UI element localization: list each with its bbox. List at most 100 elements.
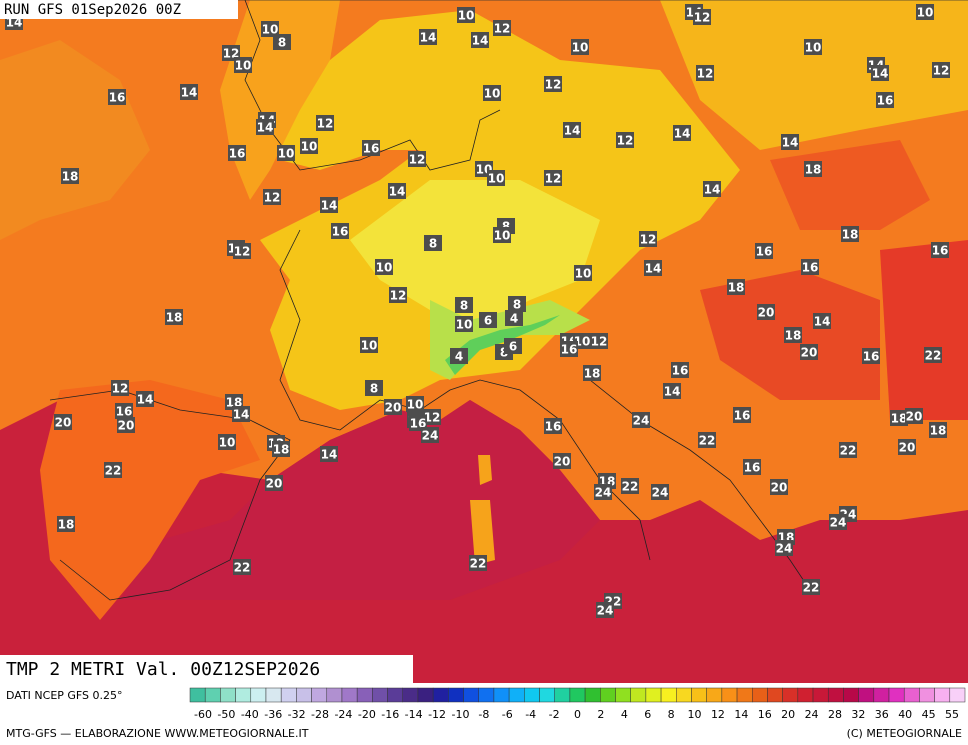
scale-swatch — [645, 687, 662, 703]
scale-swatch — [220, 687, 236, 703]
label-box — [256, 119, 274, 135]
temperature-label: 10 — [917, 6, 934, 20]
scale-swatch — [888, 687, 905, 703]
scale-swatch — [250, 687, 267, 703]
temperature-label: 16 — [744, 461, 761, 475]
scale-swatch — [417, 687, 434, 703]
label-box — [493, 20, 511, 36]
scale-label: -6 — [502, 708, 513, 721]
label-box — [277, 145, 295, 161]
label-box — [733, 407, 751, 423]
label-box — [703, 181, 721, 197]
scale-swatch — [493, 687, 510, 703]
label-box — [916, 4, 934, 20]
label-box — [504, 338, 522, 354]
scale-swatch — [858, 687, 875, 703]
label-box — [455, 316, 473, 332]
scale-label: -28 — [311, 708, 329, 721]
label-box — [365, 380, 383, 396]
temperature-label: 10 — [488, 172, 505, 186]
label-box — [651, 484, 669, 500]
label-box — [61, 168, 79, 184]
scale-label: 32 — [851, 708, 865, 721]
label-box — [375, 259, 393, 275]
label-box — [316, 115, 334, 131]
temperature-label: 22 — [840, 444, 857, 458]
temperature-label: 12 — [591, 335, 608, 349]
scale-swatch — [691, 687, 707, 703]
label-box — [770, 479, 788, 495]
temperature-label: 18 — [842, 228, 859, 242]
map-background — [0, 0, 968, 683]
header-box — [0, 0, 238, 19]
temperature-label: 14 — [181, 86, 198, 100]
label-box — [136, 391, 154, 407]
label-box — [743, 459, 761, 475]
temperature-label: 10 — [456, 318, 473, 332]
temperature-label: 10 — [235, 59, 252, 73]
scale-swatch — [873, 687, 890, 703]
temperature-label: 14 — [257, 121, 274, 135]
temperature-label: 18 — [273, 443, 290, 457]
temperature-label: 14 — [564, 124, 581, 138]
scale-swatch — [812, 687, 829, 703]
scale-swatch — [311, 687, 328, 703]
scale-label: 4 — [621, 708, 628, 721]
temperature-label: 20 — [55, 416, 72, 430]
scale-label: 16 — [758, 708, 772, 721]
label-box — [924, 347, 942, 363]
temperature-label: 16 — [802, 261, 819, 275]
scale-swatch — [919, 687, 935, 703]
scale-swatch — [827, 687, 844, 703]
temperature-label: 8 — [429, 237, 437, 251]
temperature-label: 18 — [58, 518, 75, 532]
label-box — [265, 475, 283, 491]
scale-swatch — [296, 687, 312, 703]
temperature-label: 8 — [370, 382, 378, 396]
temperature-label: 10 — [219, 436, 236, 450]
run-label: RUN GFS 01Sep2026 00Z — [4, 2, 181, 18]
temperature-label: 12 — [640, 233, 657, 247]
scale-swatch — [843, 687, 859, 703]
scale-label: -50 — [217, 708, 235, 721]
temperature-label: 12 — [112, 382, 129, 396]
temperature-label: 24 — [633, 414, 650, 428]
label-box — [180, 84, 198, 100]
label-box — [261, 21, 279, 37]
temperature-label: 12 — [545, 78, 562, 92]
scale-swatch — [235, 687, 252, 703]
label-box — [54, 414, 72, 430]
scale-swatch — [524, 687, 540, 703]
temperature-label: 16 — [877, 94, 894, 108]
temperature-label: 12 — [409, 153, 426, 167]
temperature-label: 14 — [704, 183, 721, 197]
scale-label: -12 — [428, 708, 446, 721]
temperature-label: 12 — [264, 191, 281, 205]
scale-label: 24 — [805, 708, 819, 721]
label-box — [929, 422, 947, 438]
temperature-label: 20 — [118, 419, 135, 433]
temperature-label: 24 — [595, 486, 612, 500]
temperature-label: 22 — [622, 480, 639, 494]
label-box — [839, 442, 857, 458]
temperature-label: 14 — [674, 127, 691, 141]
label-box — [233, 243, 251, 259]
label-box — [757, 304, 775, 320]
label-box — [483, 85, 501, 101]
temperature-label: 12 — [545, 172, 562, 186]
copyright-label: (C) METEOGIORNALE — [847, 727, 962, 740]
temperature-label: 18 — [728, 281, 745, 295]
scale-label: 20 — [781, 708, 795, 721]
label-box — [360, 337, 378, 353]
temperature-label: 12 — [390, 289, 407, 303]
scale-swatch — [372, 687, 388, 703]
temperature-label: 14 — [321, 448, 338, 462]
label-box — [423, 409, 441, 425]
temperature-label: 10 — [575, 267, 592, 281]
temperature-label: 10 — [376, 261, 393, 275]
temperature-label: 16 — [756, 245, 773, 259]
temperature-label: 8 — [460, 299, 468, 313]
temperature-label: 8 — [502, 220, 510, 234]
scale-label: 0 — [574, 708, 581, 721]
temperature-label: 14 — [233, 408, 250, 422]
